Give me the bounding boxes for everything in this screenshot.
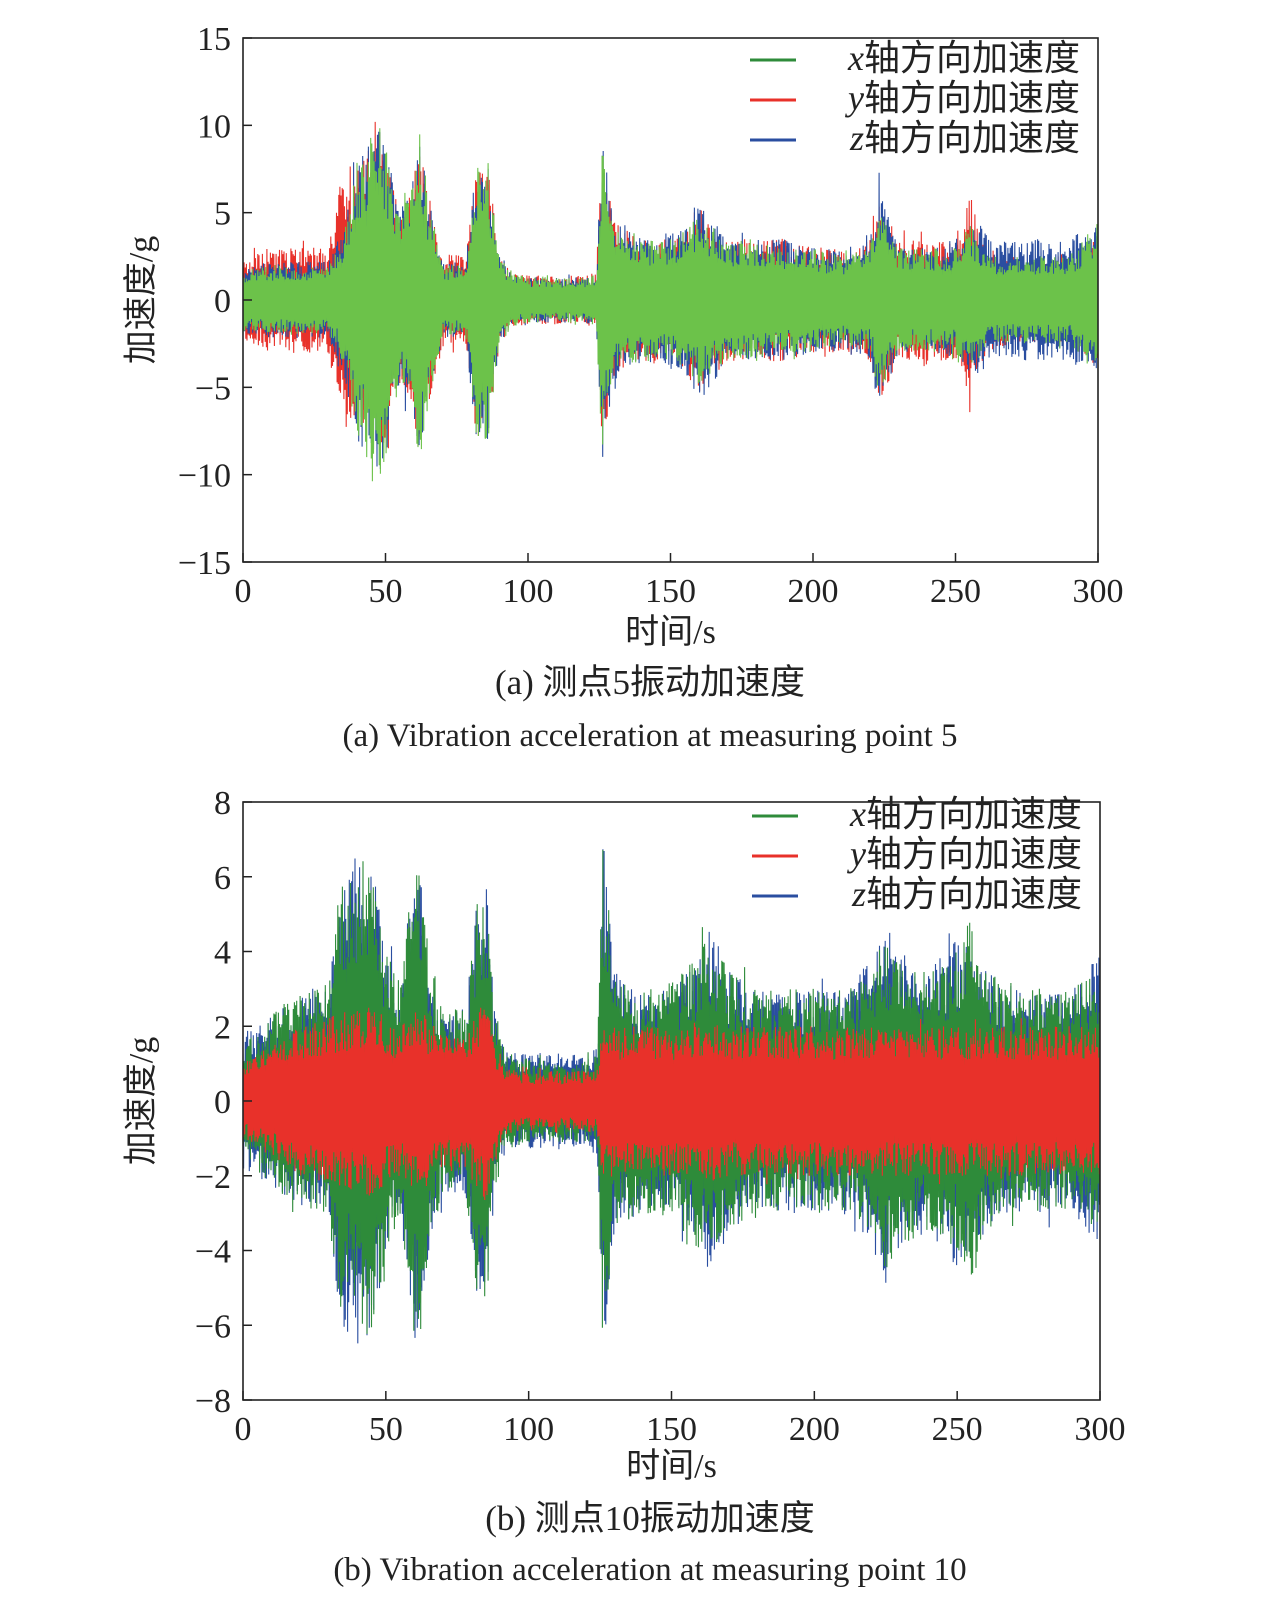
x-tick-label: 100	[503, 573, 554, 610]
y-tick-label: −8	[195, 1383, 231, 1420]
series-line-y	[243, 1007, 1100, 1201]
x-axis-title: 时间/s	[626, 1448, 717, 1485]
y-tick-label: 0	[214, 1084, 231, 1121]
y-tick-label: 6	[214, 860, 231, 897]
legend-label-y: y轴方向加速度	[847, 834, 1082, 874]
x-tick-label: 250	[930, 573, 981, 610]
series-group	[243, 849, 1100, 1344]
caption-en: (b) Vibration acceleration at measuring …	[333, 1552, 966, 1588]
x-axis-title: 时间/s	[625, 614, 716, 651]
legend-label-z: z轴方向加速度	[851, 874, 1082, 914]
x-tick-label: 100	[503, 1411, 554, 1448]
y-tick-label: −6	[195, 1308, 231, 1345]
x-tick-label: 150	[645, 573, 696, 610]
y-tick-label: −4	[195, 1234, 231, 1271]
chart-a: 0 50 100 150 200 250 300 −15 −10 −5 0 5 10 15 时间/s 加速度/…	[122, 21, 1124, 754]
x-tick-label: 250	[932, 1411, 983, 1448]
x-tick-label: 300	[1075, 1411, 1126, 1448]
y-tick-label: −15	[178, 545, 231, 582]
x-tick-label: 0	[235, 1411, 252, 1448]
caption-cn: (b) 测点10振动加速度	[485, 1499, 815, 1538]
legend-label-x: x轴方向加速度	[847, 38, 1080, 78]
legend-label-z: z轴方向加速度	[849, 118, 1080, 158]
x-tick-label: 200	[789, 1411, 840, 1448]
x-tick-label: 200	[788, 573, 839, 610]
y-tick-label: 10	[197, 108, 231, 145]
x-tick-label: 300	[1073, 573, 1124, 610]
series-line-x	[243, 849, 1100, 1334]
x-tick-label: 0	[235, 573, 252, 610]
y-tick-label: −2	[195, 1159, 231, 1196]
y-tick-label: 15	[197, 21, 231, 58]
x-tick-label: 50	[369, 1411, 403, 1448]
caption-en: (a) Vibration acceleration at measuring …	[342, 718, 957, 754]
y-tick-label: 2	[214, 1009, 231, 1046]
y-axis-title: 加速度/g	[122, 1037, 160, 1165]
y-tick-label: −5	[195, 370, 231, 407]
legend-label-y: y轴方向加速度	[845, 78, 1080, 118]
x-tick-label: 50	[369, 573, 403, 610]
x-tick-label: 150	[646, 1411, 697, 1448]
caption-cn: (a) 测点5振动加速度	[495, 663, 805, 702]
y-tick-label: 4	[214, 935, 231, 972]
y-tick-label: 0	[214, 283, 231, 320]
y-axis-title: 加速度/g	[122, 236, 160, 364]
y-tick-label: 8	[214, 785, 231, 822]
chart-b: 0 50 100 150 200 250 300 −8 −6 −4 −2 0 2 4 6 8 时间/s 加速度/g…	[122, 785, 1126, 1588]
y-tick-label: −10	[178, 458, 231, 495]
series-group	[243, 121, 1098, 482]
y-tick-label: 5	[214, 196, 231, 233]
legend-label-x: x轴方向加速度	[849, 794, 1082, 834]
series-line-x	[243, 128, 1098, 482]
